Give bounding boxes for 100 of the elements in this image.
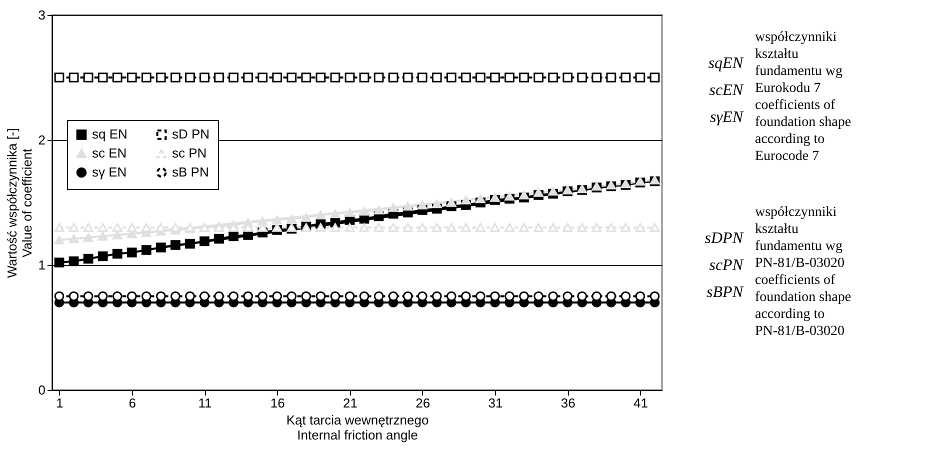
- point: [141, 291, 152, 302]
- x-tick-label: 26: [416, 396, 430, 410]
- point: [141, 245, 152, 255]
- x-tick-label: 36: [560, 396, 576, 410]
- point: [54, 291, 64, 302]
- point: [68, 256, 79, 266]
- point: [228, 231, 238, 242]
- point: [534, 291, 544, 302]
- point: [388, 291, 398, 302]
- text: sqEN: [708, 55, 744, 72]
- point: [344, 208, 355, 217]
- point: [432, 223, 442, 232]
- point: [301, 291, 312, 302]
- point: [272, 72, 282, 82]
- point: [650, 223, 660, 232]
- point: [68, 234, 79, 244]
- x-tick-label: 31: [488, 396, 503, 410]
- point: [83, 72, 94, 82]
- point: [446, 198, 456, 207]
- x-tick-label: 11: [198, 396, 212, 410]
- point: [98, 251, 108, 262]
- point: [432, 72, 442, 82]
- point: [170, 291, 180, 302]
- point: [562, 223, 573, 232]
- point: [519, 291, 529, 302]
- point: [417, 200, 428, 210]
- legend-label: sq EN: [92, 126, 128, 142]
- point: [272, 223, 282, 232]
- y-tick-label: 0: [38, 382, 46, 398]
- point: [359, 206, 370, 216]
- point: [112, 223, 122, 232]
- point: [460, 72, 471, 82]
- point: [402, 72, 413, 82]
- point: [388, 203, 398, 212]
- x-tick-label: 41: [633, 396, 648, 410]
- point: [548, 223, 558, 232]
- point: [243, 291, 254, 302]
- point: [98, 223, 108, 232]
- point: [112, 230, 122, 240]
- point: [98, 232, 108, 241]
- text: współczynniki kształtu fundamentu wg Eurokodu 7 coefficients of foundation shape according to Eurocode 7: [755, 30, 852, 164]
- text: współczynniki kształtu fundamentu wg PN-81/B-03020 coefficients of foundation shape according to PN-81/B-03020: [755, 205, 852, 339]
- point: [606, 291, 616, 302]
- x-axis-title: Kąt tarcia wewnętrznego Internal friction angle: [286, 412, 429, 442]
- text: sγEN: [710, 109, 744, 126]
- point: [68, 291, 79, 302]
- point: [83, 291, 94, 302]
- point: [592, 223, 602, 232]
- point: [156, 72, 166, 82]
- point: [126, 72, 137, 82]
- point: [402, 291, 413, 302]
- text: scEN: [709, 82, 744, 99]
- point: [286, 72, 297, 82]
- point: [417, 223, 428, 232]
- point: [417, 72, 428, 82]
- point: [200, 236, 210, 246]
- point: [359, 72, 370, 82]
- point: [258, 216, 268, 226]
- y-tick-label: 3: [38, 8, 46, 22]
- legend-label: sB PN: [172, 164, 209, 180]
- point: [374, 72, 384, 82]
- point: [185, 291, 195, 302]
- point: [185, 238, 195, 249]
- point: [83, 233, 94, 242]
- point: [620, 223, 631, 232]
- point: [286, 291, 297, 302]
- point: [330, 72, 340, 82]
- point: [126, 291, 137, 302]
- point: [374, 223, 384, 232]
- point: [98, 72, 108, 82]
- point: [388, 223, 398, 232]
- legend-label: sc PN: [172, 146, 207, 160]
- point: [577, 223, 588, 232]
- point: [214, 234, 224, 244]
- point: [316, 223, 326, 232]
- x-tick-label: 6: [128, 396, 136, 410]
- point: [330, 223, 340, 232]
- point: [330, 209, 340, 218]
- point: [374, 291, 384, 302]
- point: [562, 291, 573, 302]
- point: [620, 72, 631, 82]
- point: [156, 223, 166, 232]
- x-tick-label: 16: [270, 396, 285, 410]
- point: [650, 72, 660, 82]
- point: [402, 223, 413, 232]
- point: [359, 291, 370, 302]
- text: scPN: [709, 257, 744, 274]
- point: [635, 223, 646, 232]
- point: [112, 291, 122, 302]
- point: [286, 214, 297, 224]
- point: [243, 72, 254, 82]
- point: [460, 291, 471, 302]
- point: [112, 248, 122, 259]
- point: [272, 291, 282, 302]
- point: [141, 223, 152, 232]
- point: [54, 258, 64, 268]
- point: [460, 196, 471, 204]
- point: [635, 72, 646, 82]
- x-tick-label: 1: [56, 396, 64, 410]
- legend-label: sc EN: [92, 146, 127, 160]
